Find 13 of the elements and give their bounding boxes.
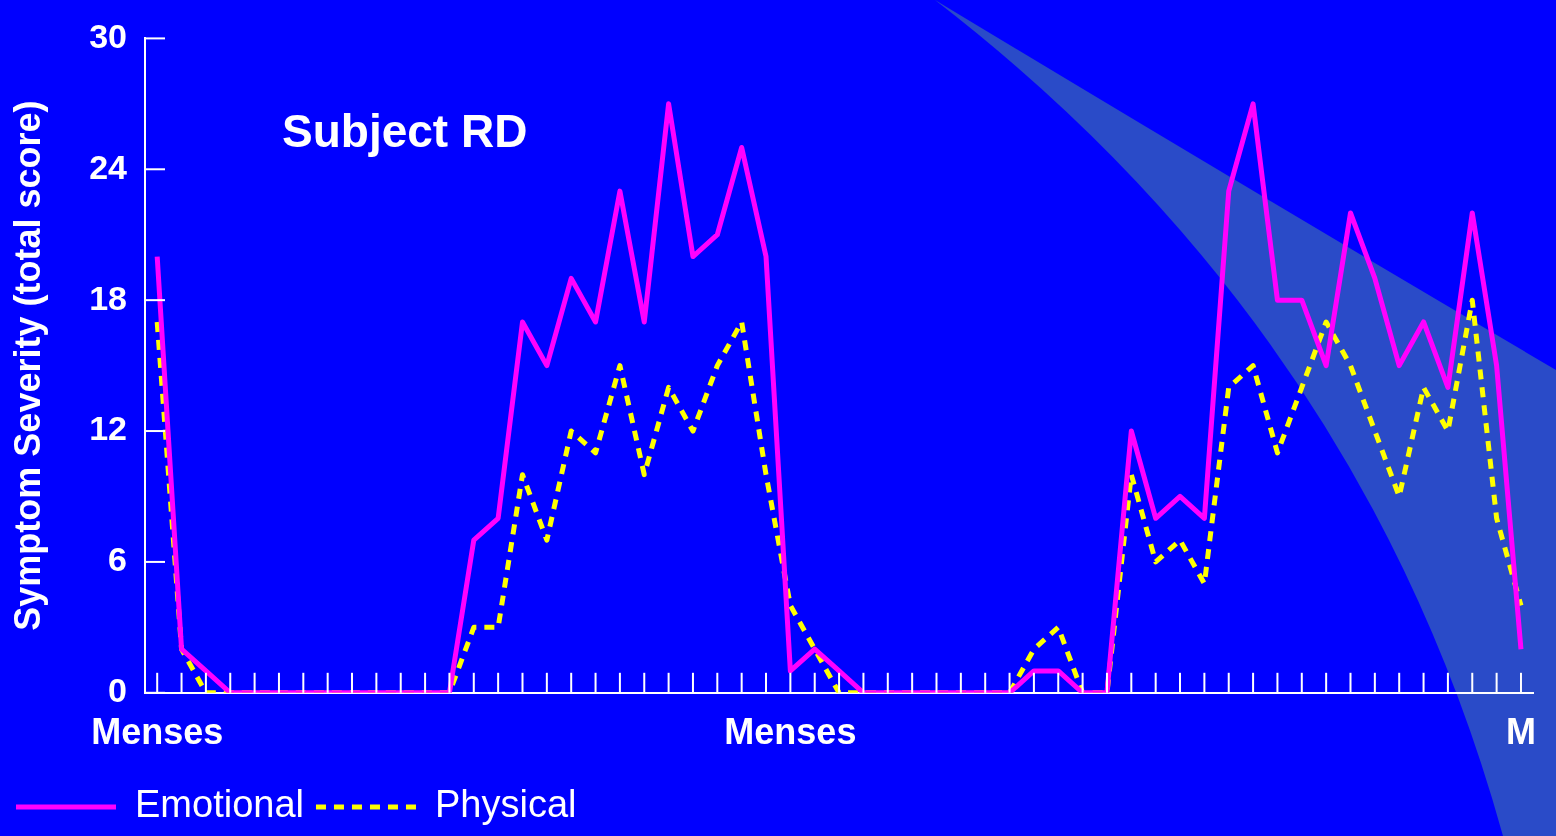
x-tick-label: Menses: [91, 711, 224, 753]
text: Subject RD: [282, 105, 528, 158]
x-tick-label: M: [1505, 711, 1536, 753]
legend-label: Emotional: [135, 783, 304, 826]
y-tick-label: 18: [89, 278, 128, 317]
legend-label: Physical: [434, 783, 577, 826]
x-tick-label: Menses: [724, 711, 857, 753]
y-tick-label: 0: [108, 671, 128, 710]
y-tick-label: 30: [89, 16, 128, 55]
y-tick-label: 6: [108, 540, 128, 579]
y-tick-label: 24: [89, 147, 128, 186]
y-tick-label: 12: [89, 409, 128, 448]
y-axis-title: Symptom Severity (total score): [6, 100, 48, 631]
